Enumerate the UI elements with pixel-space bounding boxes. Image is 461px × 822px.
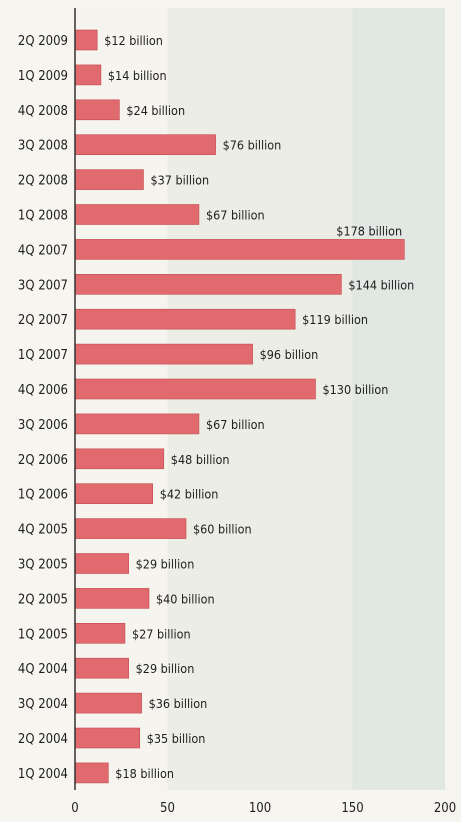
category-label: 3Q 2008 <box>18 139 68 154</box>
value-label: $67 billion <box>206 417 265 432</box>
bar <box>74 762 109 784</box>
bar <box>74 204 200 225</box>
category-label: 1Q 2004 <box>18 767 68 782</box>
x-tick-label: 0 <box>71 801 78 816</box>
category-label: 3Q 2006 <box>18 418 68 433</box>
value-label: $12 billion <box>104 33 163 48</box>
category-label: 2Q 2009 <box>18 34 68 49</box>
category-label: 4Q 2006 <box>18 383 68 398</box>
value-label: $130 billion <box>323 382 389 397</box>
bar <box>74 657 129 679</box>
x-tick-label: 200 <box>434 801 456 816</box>
value-labels-group: $12 billion $14 billion $24 billion $76 bil… <box>104 33 414 781</box>
category-label: 2Q 2006 <box>18 453 68 468</box>
value-label: $29 billion <box>136 557 195 572</box>
bar <box>74 239 405 260</box>
value-label: $119 billion <box>302 312 368 327</box>
bar <box>74 413 200 435</box>
value-label: $42 billion <box>160 487 219 502</box>
bar <box>74 448 165 470</box>
bar <box>74 622 126 644</box>
category-label: 4Q 2005 <box>18 523 68 538</box>
value-label: $178 billion <box>336 223 402 238</box>
category-label: 3Q 2004 <box>18 697 68 712</box>
x-tick-label: 150 <box>341 801 363 816</box>
value-label: $76 billion <box>223 138 282 153</box>
value-label: $144 billion <box>348 277 414 292</box>
bar <box>74 29 98 51</box>
bar <box>74 308 296 330</box>
category-label: 3Q 2005 <box>18 558 68 573</box>
category-label: 4Q 2008 <box>18 104 68 119</box>
category-label: 1Q 2007 <box>18 348 68 363</box>
bar <box>74 727 141 749</box>
value-label: $27 billion <box>132 626 191 641</box>
bar <box>74 169 144 190</box>
bar <box>74 64 102 86</box>
bar <box>74 273 342 295</box>
value-label: $40 billion <box>156 591 215 606</box>
bar <box>74 99 120 121</box>
value-label: $96 billion <box>260 347 319 362</box>
category-label: 2Q 2008 <box>18 174 68 189</box>
x-tick-label: 50 <box>160 801 175 816</box>
value-label: $29 billion <box>136 661 195 676</box>
category-label: 1Q 2009 <box>18 69 68 84</box>
value-label: $48 billion <box>171 452 230 467</box>
bar <box>74 553 129 574</box>
category-label: 2Q 2007 <box>18 313 68 328</box>
x-tick-labels-group: 0 50 100 150 200 <box>71 801 456 816</box>
value-label: $18 billion <box>115 766 174 781</box>
value-label: $35 billion <box>147 731 206 746</box>
bar <box>74 518 187 539</box>
category-label: 1Q 2005 <box>18 627 68 642</box>
category-label: 2Q 2004 <box>18 732 68 747</box>
background-band <box>352 8 445 790</box>
bar <box>74 134 216 155</box>
category-labels-group: 2Q 2009 1Q 2009 4Q 2008 3Q 2008 2Q 2008 1Q 20… <box>18 34 68 782</box>
bar <box>74 588 150 609</box>
bar <box>74 483 153 505</box>
bar <box>74 692 142 714</box>
category-label: 4Q 2007 <box>18 243 68 258</box>
category-label: 1Q 2006 <box>18 488 68 503</box>
value-label: $24 billion <box>126 103 185 118</box>
category-label: 1Q 2008 <box>18 209 68 224</box>
value-label: $14 billion <box>108 68 167 83</box>
value-label: $37 billion <box>150 173 209 188</box>
value-label: $60 billion <box>193 522 252 537</box>
value-label: $36 billion <box>149 696 208 711</box>
category-label: 2Q 2005 <box>18 592 68 607</box>
category-label: 4Q 2004 <box>18 662 68 677</box>
value-label: $67 billion <box>206 208 265 223</box>
category-label: 3Q 2007 <box>18 278 68 293</box>
x-tick-label: 100 <box>249 801 271 816</box>
bar <box>74 378 316 400</box>
bar <box>74 343 253 365</box>
